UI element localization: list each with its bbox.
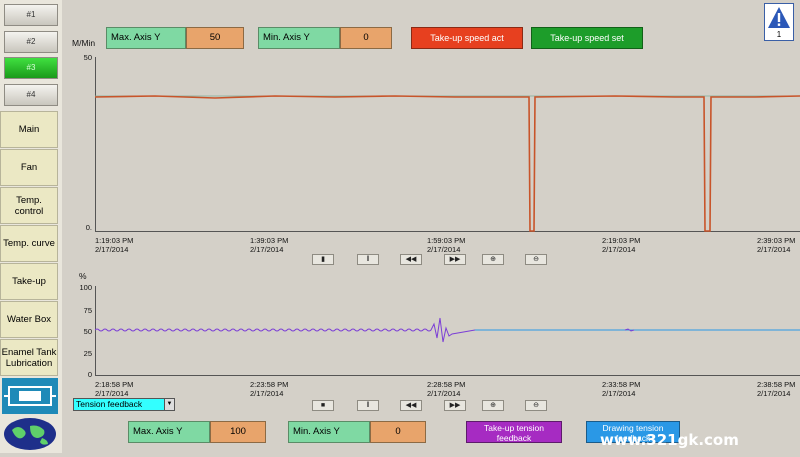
max-axis-y-label-top: Max. Axis Y (106, 27, 186, 49)
chart2-time-label-1: 2:18:58 PM 2/17/2014 (95, 380, 134, 398)
warning-count: 1 (776, 30, 782, 39)
max-axis-y-input-top[interactable]: 50 (186, 27, 244, 49)
screen-button-3[interactable]: #3 (4, 57, 58, 79)
chart2-unit: % (79, 271, 87, 281)
chevron-down-icon[interactable]: ▼ (164, 399, 174, 410)
speed-trend-chart[interactable] (95, 57, 800, 232)
chart2-stop-button[interactable]: ■ (312, 400, 334, 411)
chart2-time-label-5: 2:38:58 PM 2/17/2014 (757, 380, 796, 398)
warning-indicator[interactable]: 1 (764, 3, 794, 41)
chart1-time-label-3: 1:59:03 PM 2/17/2014 (427, 236, 466, 254)
chart2-rewind-button[interactable]: ◀◀ (400, 400, 422, 411)
chart2-y-tick-25: 25 (83, 349, 92, 358)
chart2-time-label-2: 2:23:58 PM 2/17/2014 (250, 380, 289, 398)
screen-button-1[interactable]: #1 (4, 4, 58, 26)
chart2-pause-button[interactable]: ‖ (357, 400, 379, 411)
chart1-unit: M/Min (72, 38, 96, 48)
take-up-speed-act-button[interactable]: Take-up speed act (411, 27, 523, 49)
min-axis-y-input-bottom[interactable]: 0 (370, 421, 426, 443)
nav-main-button[interactable]: Main (0, 111, 58, 148)
chart1-forward-button[interactable]: ▶▶ (444, 254, 466, 265)
chart2-time-label-3: 2:28:58 PM 2/17/2014 (427, 380, 466, 398)
take-up-speed-act-series (95, 95, 800, 232)
chart2-time-label-4: 2:33:58 PM 2/17/2014 (602, 380, 641, 398)
chart1-first-button[interactable]: ▮ (312, 254, 334, 265)
left-navigation: #1 #2 #3 #4 Main Fan Temp. control Temp.… (0, 0, 62, 453)
screen-button-2[interactable]: #2 (4, 31, 58, 53)
chart1-y-tick-min: 0. (85, 223, 92, 232)
tension-trend-chart[interactable] (95, 286, 800, 377)
nav-enamel-tank-button[interactable]: Enamel Tank Lubrication (0, 339, 58, 376)
chart2-zoom-out-button[interactable]: ⊖ (525, 400, 547, 411)
chart1-y-tick-max: 50 (83, 53, 92, 62)
chart1-zoom-in-button[interactable]: ⊕ (482, 254, 504, 265)
max-axis-y-label-bottom: Max. Axis Y (128, 421, 210, 443)
chart1-time-label-2: 1:39:03 PM 2/17/2014 (250, 236, 289, 254)
tension-feedback-select-value: Tension feedback (76, 399, 143, 409)
warning-icon (768, 7, 790, 28)
tension-feedback-select[interactable]: Tension feedback ▼ (73, 398, 175, 411)
machine-icon[interactable] (2, 378, 58, 414)
chart2-y-tick-50: 50 (83, 327, 92, 336)
chart2-forward-button[interactable]: ▶▶ (444, 400, 466, 411)
chart1-pause-button[interactable]: ‖ (357, 254, 379, 265)
max-axis-y-input-bottom[interactable]: 100 (210, 421, 266, 443)
chart1-rewind-button[interactable]: ◀◀ (400, 254, 422, 265)
nav-fan-button[interactable]: Fan (0, 149, 58, 186)
world-map-icon[interactable] (2, 416, 58, 452)
nav-temp-control-button[interactable]: Temp. control (0, 187, 58, 224)
take-up-tension-feedback-button[interactable]: Take-up tension feedback (466, 421, 562, 443)
drawing-tension-feedback-button[interactable]: Drawing tension feedback (586, 421, 680, 443)
nav-water-box-button[interactable]: Water Box (0, 301, 58, 338)
nav-temp-curve-button[interactable]: Temp. curve (0, 225, 58, 262)
min-axis-y-label-top: Min. Axis Y (258, 27, 340, 49)
nav-take-up-button[interactable]: Take-up (0, 263, 58, 300)
tension-feedback-series (95, 317, 476, 343)
chart2-y-tick-75: 75 (83, 306, 92, 315)
watermark-text: www.321gk.com (600, 431, 739, 449)
chart2-zoom-in-button[interactable]: ⊕ (482, 400, 504, 411)
min-axis-y-input-top[interactable]: 0 (340, 27, 392, 49)
chart1-time-label-4: 2:19:03 PM 2/17/2014 (602, 236, 641, 254)
chart2-y-tick-100: 100 (79, 283, 92, 292)
take-up-speed-set-button[interactable]: Take-up speed set (531, 27, 643, 49)
min-axis-y-label-bottom: Min. Axis Y (288, 421, 370, 443)
chart1-time-label-5: 2:39:03 PM 2/17/2014 (757, 236, 796, 254)
chart1-zoom-out-button[interactable]: ⊖ (525, 254, 547, 265)
chart1-time-label-1: 1:19:03 PM 2/17/2014 (95, 236, 134, 254)
screen-button-4[interactable]: #4 (4, 84, 58, 106)
chart2-y-tick-0: 0 (87, 370, 92, 379)
